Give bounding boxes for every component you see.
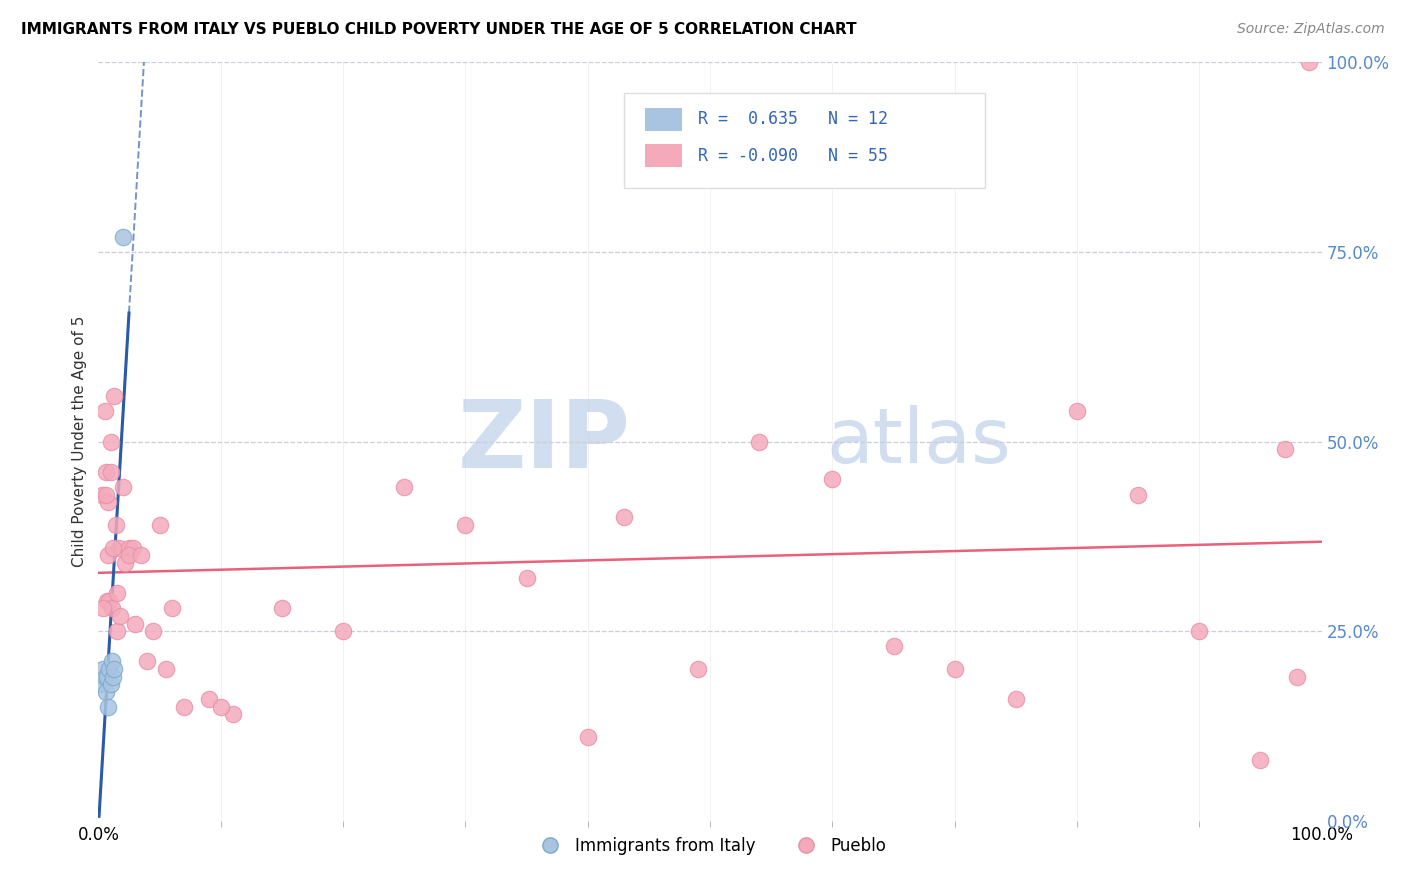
Point: [1128, 487, 1150, 501]
Legend: Immigrants from Italy, Pueblo: Immigrants from Italy, Pueblo: [527, 830, 893, 862]
Point: [101, 655, 124, 669]
Point: [392, 480, 416, 494]
Point: [105, 624, 128, 639]
Point: [114, 556, 136, 570]
Point: [96, 669, 118, 683]
Point: [104, 517, 127, 532]
Point: [100, 434, 122, 449]
Point: [270, 601, 294, 615]
Point: [91, 662, 114, 676]
Point: [129, 548, 152, 563]
Point: [136, 655, 159, 669]
Text: Source: ZipAtlas.com: Source: ZipAtlas.com: [1237, 22, 1385, 37]
Point: [103, 389, 125, 403]
Point: [103, 662, 125, 676]
Point: [121, 541, 143, 555]
Point: [515, 571, 537, 585]
Point: [98, 594, 121, 608]
Point: [93, 669, 115, 683]
Point: [1298, 55, 1320, 70]
Point: [108, 541, 131, 555]
Point: [91, 677, 114, 691]
Point: [821, 473, 844, 487]
Point: [173, 699, 195, 714]
Point: [111, 480, 134, 494]
Text: atlas: atlas: [827, 405, 1011, 478]
Point: [105, 586, 128, 600]
Point: [101, 601, 124, 615]
Point: [686, 662, 709, 676]
Point: [101, 541, 124, 555]
Point: [98, 662, 121, 676]
FancyBboxPatch shape: [645, 108, 682, 130]
Text: ZIP: ZIP: [457, 395, 630, 488]
Text: R = -0.090   N = 55: R = -0.090 N = 55: [697, 146, 887, 165]
Point: [748, 434, 770, 449]
Point: [1274, 442, 1296, 457]
Point: [91, 601, 114, 615]
Point: [100, 465, 122, 479]
Point: [197, 692, 219, 706]
Point: [149, 517, 172, 532]
Y-axis label: Child Poverty Under the Age of 5: Child Poverty Under the Age of 5: [72, 316, 87, 567]
Point: [118, 541, 141, 555]
Point: [142, 624, 165, 639]
Point: [93, 404, 115, 418]
Point: [883, 639, 905, 653]
Point: [94, 487, 117, 501]
Text: IMMIGRANTS FROM ITALY VS PUEBLO CHILD POVERTY UNDER THE AGE OF 5 CORRELATION CHA: IMMIGRANTS FROM ITALY VS PUEBLO CHILD PO…: [21, 22, 856, 37]
Point: [1066, 404, 1088, 418]
Point: [111, 229, 134, 244]
Point: [454, 517, 477, 532]
Point: [97, 495, 120, 509]
Point: [613, 510, 636, 524]
Point: [97, 699, 120, 714]
Point: [1004, 692, 1026, 706]
Point: [100, 677, 122, 691]
FancyBboxPatch shape: [645, 145, 682, 167]
Point: [1286, 669, 1309, 683]
Point: [332, 624, 354, 639]
Point: [1188, 624, 1211, 639]
Point: [155, 662, 177, 676]
Point: [1249, 753, 1271, 767]
Point: [96, 594, 118, 608]
Point: [160, 601, 183, 615]
Text: R =  0.635   N = 12: R = 0.635 N = 12: [697, 111, 887, 128]
Point: [94, 685, 117, 699]
Point: [118, 548, 141, 563]
Point: [110, 608, 132, 623]
Point: [943, 662, 966, 676]
Point: [576, 730, 599, 744]
Point: [124, 616, 146, 631]
Point: [91, 487, 114, 501]
Point: [222, 707, 245, 722]
Point: [97, 548, 120, 563]
Point: [94, 465, 117, 479]
FancyBboxPatch shape: [624, 93, 986, 187]
Point: [209, 699, 232, 714]
Point: [101, 669, 124, 683]
